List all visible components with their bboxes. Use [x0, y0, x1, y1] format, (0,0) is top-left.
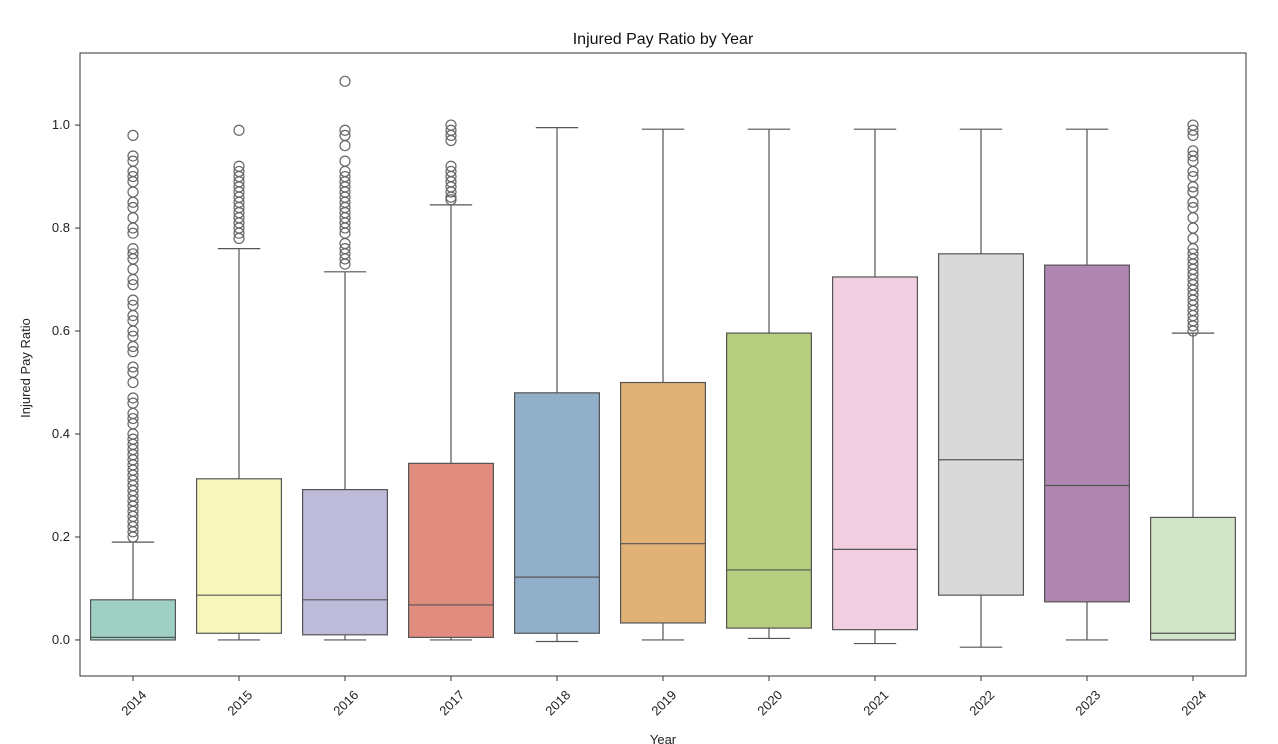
outlier-point [1187, 186, 1199, 198]
outlier-point [339, 170, 351, 183]
outlier-point [127, 330, 139, 342]
box-2022 [937, 253, 1024, 596]
outlier-point [1187, 124, 1199, 136]
outlier-point [339, 129, 351, 141]
x-tick-label: 2014 [118, 687, 149, 718]
outlier-point [233, 124, 245, 136]
box-2016 [302, 489, 389, 636]
outlier-point [127, 299, 139, 311]
outlier-point [445, 160, 457, 172]
box-2014 [89, 599, 177, 641]
x-tick-label: 2023 [1072, 687, 1103, 718]
outlier-point [127, 392, 139, 404]
y-axis-label: Injured Pay Ratio [18, 318, 33, 418]
outlier-point [127, 346, 139, 358]
outlier-point [445, 165, 457, 178]
box-2021 [831, 276, 918, 631]
x-tick-label: 2024 [1178, 687, 1209, 718]
outlier-point [233, 165, 245, 178]
box-2017 [408, 462, 495, 638]
outlier-point [127, 212, 139, 224]
outlier-point [127, 201, 139, 214]
box-2023 [1043, 264, 1130, 603]
outlier-point [127, 243, 139, 255]
outlier-point [339, 243, 351, 255]
outlier-point [1187, 232, 1199, 244]
x-tick-label: 2015 [224, 687, 255, 718]
outlier-point [1187, 222, 1199, 234]
outlier-point [127, 315, 139, 327]
x-tick-label: 2017 [436, 687, 467, 718]
x-tick-label: 2021 [860, 687, 891, 718]
y-tick-label: 0.4 [52, 426, 70, 441]
outlier-point [127, 227, 139, 239]
outlier-point [127, 412, 139, 425]
outlier-point [127, 186, 139, 198]
outlier-point [127, 155, 139, 167]
outlier-point [339, 124, 351, 136]
x-tick-label: 2016 [330, 687, 361, 718]
chart-title: Injured Pay Ratio by Year [573, 31, 754, 48]
outlier-point [233, 160, 245, 172]
x-tick-label: 2019 [648, 687, 679, 718]
outlier-point [339, 75, 351, 87]
y-tick-label: 0.0 [52, 632, 70, 647]
outlier-point [127, 376, 139, 389]
outlier-point [127, 129, 139, 141]
x-tick-label: 2022 [966, 687, 997, 718]
outlier-point [1187, 119, 1199, 131]
box-2015 [196, 478, 283, 634]
outlier-point [127, 248, 139, 260]
outlier-point [127, 366, 139, 378]
outlier-point [1187, 212, 1199, 224]
outlier-point [127, 150, 139, 162]
outlier-point [127, 170, 139, 183]
outlier-point [445, 194, 457, 206]
outlier-point [1187, 248, 1199, 260]
outlier-point [1187, 150, 1199, 162]
outlier-point [127, 294, 139, 306]
outlier-point [339, 140, 351, 152]
box-2024 [1149, 516, 1236, 641]
outlier-point [127, 397, 139, 409]
outlier-point [127, 279, 139, 291]
y-tick-label: 0.6 [52, 323, 70, 338]
outlier-point [445, 124, 457, 136]
outlier-point [127, 361, 139, 373]
y-tick-label: 1.0 [52, 117, 70, 132]
box-2020 [725, 332, 812, 629]
outlier-point [127, 263, 139, 275]
y-tick-label: 0.8 [52, 220, 70, 235]
x-tick-label: 2020 [754, 687, 785, 718]
box-2018 [513, 392, 600, 634]
outlier-point [445, 119, 457, 131]
x-axis-label: Year [650, 732, 677, 744]
outlier-point [1187, 201, 1199, 214]
y-tick-label: 0.2 [52, 529, 70, 544]
outlier-point [339, 155, 351, 167]
box-2019 [619, 381, 706, 624]
outlier-point [127, 433, 139, 445]
x-tick-label: 2018 [542, 687, 573, 718]
outlier-point [1187, 145, 1199, 157]
outlier-point [1187, 170, 1199, 183]
plot-area: 0.0 0.2 0.4 0.6 0.8 1.0 2014 2015 2016 2017 2018 20… [52, 52, 1247, 718]
